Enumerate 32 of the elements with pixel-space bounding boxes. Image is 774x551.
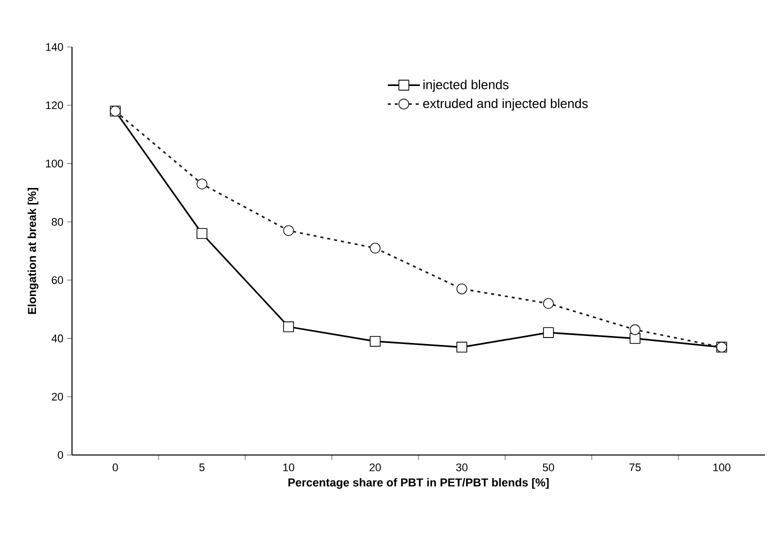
point — [370, 336, 381, 347]
x-tick-label: 30 — [456, 464, 468, 472]
x-tick-label: 50 — [542, 464, 554, 472]
point — [196, 228, 208, 239]
legend-label: injected blends — [423, 80, 509, 92]
y-tick-label: 140 — [46, 43, 64, 51]
point — [543, 327, 554, 338]
point — [456, 342, 468, 353]
x-tick-label: 75 — [630, 464, 641, 472]
x-tick-label: 5 — [199, 464, 205, 472]
y-axis-title: Elongation at break [%] — [28, 188, 38, 314]
y-tick-label: 80 — [52, 218, 64, 226]
point — [196, 178, 208, 190]
y-tick-label: 40 — [52, 334, 64, 342]
y-tick-label: 0 — [58, 451, 64, 459]
point — [370, 242, 381, 254]
legend-label: extruded and injected blends — [423, 98, 588, 111]
x-tick-label: 10 — [283, 464, 294, 472]
point — [543, 298, 554, 309]
y-tick-label: 100 — [46, 160, 64, 168]
point — [630, 324, 640, 336]
x-tick-label: 20 — [370, 464, 381, 472]
point — [456, 284, 468, 294]
y-tick-label: 60 — [52, 276, 64, 284]
point — [283, 321, 294, 332]
x-axis-title: Percentage share of PBT in PET/PBT blends [%] — [288, 478, 549, 489]
x-tick-label: 100 — [713, 464, 730, 472]
y-tick-label: 20 — [52, 392, 64, 401]
y-tick-label: 120 — [46, 101, 64, 110]
x-tick-label: 0 — [112, 464, 118, 472]
point — [283, 225, 294, 236]
point — [630, 333, 640, 344]
